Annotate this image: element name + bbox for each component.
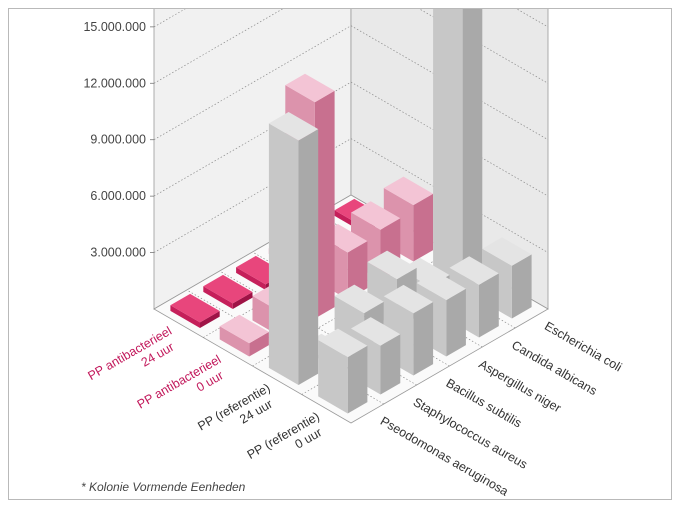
gridline: [153, 138, 549, 253]
bar-3-1: [203, 274, 253, 309]
bar-0-0: [318, 328, 368, 414]
floor-column-line: [186, 289, 385, 405]
y-tick-label: 9.000.000: [90, 133, 146, 147]
bar-1-5: [433, 9, 483, 290]
group-label-0: PP (referentie)0 uur: [245, 409, 330, 475]
y-tick-label: 15.000.000: [83, 20, 146, 34]
organism-label-1: Staphylococcus aureus: [411, 395, 530, 472]
y-tick-label: 3.000.000: [90, 246, 146, 260]
organism-label-0: Pseodomonas aeruginosa: [378, 414, 511, 499]
bar-0-5: [482, 237, 532, 319]
gridline: [153, 9, 549, 84]
gridline: [153, 25, 549, 141]
y-tick-label: 12.000.000: [83, 76, 146, 90]
gridline: [153, 81, 549, 197]
y-tick-label: 6.000.000: [90, 189, 146, 203]
bar-1-0: [268, 112, 319, 386]
bar-chart-3d: 3.000.000 6.000.000 9.000.000 12.000.000 15.…: [81, 9, 624, 499]
floor-column-line: [219, 270, 417, 386]
chart-frame: 3.000.000 6.000.000 9.000.000 12.000.000 15.…: [8, 8, 672, 500]
footnote: * Kolonie Vormende Eenheden: [81, 480, 246, 494]
bar-3-0: [170, 293, 220, 328]
bar-2-0: [219, 314, 269, 357]
